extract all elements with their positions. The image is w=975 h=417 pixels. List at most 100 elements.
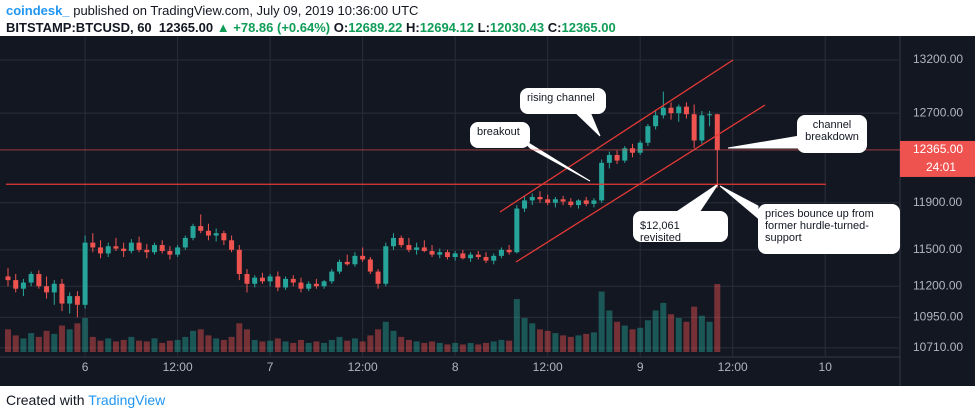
volume-bar: [691, 306, 698, 352]
candle-body: [390, 237, 396, 247]
volume-bar: [552, 333, 559, 352]
x-tick-label: 7: [267, 360, 274, 374]
volume-bar: [236, 323, 243, 352]
volume-bar: [97, 340, 104, 352]
volume-bar: [644, 320, 651, 352]
candle-body: [414, 247, 420, 250]
volume-bar: [675, 318, 682, 352]
footer: Created with TradingView: [6, 392, 165, 408]
volume-bar: [498, 339, 505, 352]
candle-body: [44, 286, 50, 293]
volume-bar: [544, 330, 551, 352]
y-tick-label: 12700.00: [913, 105, 963, 119]
y-tick-label: 11900.00: [913, 195, 962, 209]
volume-bar: [614, 321, 621, 352]
candle-body: [337, 261, 343, 272]
candle-body: [13, 280, 19, 289]
candle-body: [367, 259, 373, 272]
candle-body: [298, 282, 304, 289]
ohlc-value: 12689.22: [348, 20, 403, 35]
candle-body: [136, 242, 142, 250]
volume-bar: [706, 321, 713, 352]
published: published on TradingView.com, July 09, 2…: [73, 3, 419, 18]
candle-body: [5, 276, 11, 281]
candle-body: [545, 199, 551, 203]
volume-bar: [58, 325, 65, 352]
volume-bar: [475, 344, 482, 352]
candle-body: [514, 208, 520, 253]
volume-bar: [506, 340, 513, 352]
volume-bar: [714, 284, 721, 352]
volume-bar: [606, 310, 613, 352]
candle-body: [560, 199, 566, 202]
candle-body: [421, 247, 427, 252]
ohlc-label: H:: [406, 20, 420, 35]
volume-bar: [521, 318, 528, 352]
candle-body: [591, 200, 597, 204]
candle-body: [683, 106, 689, 115]
candle-body: [444, 252, 450, 258]
x-tick-label: 12:00: [718, 360, 748, 374]
volume-bar: [313, 341, 320, 352]
ohlc-label: O:: [333, 20, 349, 35]
candle-body: [105, 246, 111, 254]
arrow: ▲: [216, 20, 230, 35]
candle-body: [475, 254, 481, 258]
candle-body: [267, 276, 273, 282]
volume: [5, 284, 721, 352]
volume-bar: [436, 342, 443, 352]
candle-body: [529, 196, 535, 201]
volume-bar: [421, 342, 428, 352]
x-tick-label: 8: [452, 360, 459, 374]
candle-body: [429, 251, 435, 255]
change: +78.86 (+0.64%): [233, 20, 331, 35]
candle-body: [360, 255, 366, 260]
candle-body: [637, 142, 643, 153]
volume-bar: [452, 342, 459, 352]
volume-bar: [166, 340, 173, 352]
candle-body: [59, 283, 65, 304]
volume-bar: [213, 338, 220, 352]
candle-body: [313, 283, 319, 287]
x-tick-label: 12:00: [533, 360, 563, 374]
volume-bar: [220, 339, 227, 352]
candle-body: [329, 271, 335, 282]
y-tick-label: 13200.00: [913, 52, 963, 66]
callout: breakout: [470, 122, 530, 148]
candle-body: [653, 115, 659, 127]
volume-bar: [12, 335, 19, 352]
volume-bar: [336, 336, 343, 352]
candle-body: [90, 242, 96, 248]
symbol: BITSTAMP:BTCUSD, 60: [6, 20, 152, 35]
volume-bar: [575, 335, 582, 352]
volume-bar: [82, 318, 89, 352]
volume-bar: [290, 342, 297, 352]
volume-bar: [413, 341, 420, 352]
volume-bar: [282, 341, 289, 352]
volume-bar: [698, 315, 705, 352]
volume-bar: [660, 302, 667, 352]
candle-body: [205, 230, 211, 236]
candle-body: [468, 254, 474, 259]
volume-bar: [51, 333, 58, 352]
candle-body: [290, 278, 296, 283]
volume-bar: [382, 321, 389, 352]
candle-body: [213, 233, 219, 236]
volume-bar: [267, 340, 274, 352]
volume-bar: [251, 339, 258, 352]
candle-body: [82, 242, 88, 305]
candle-body: [352, 255, 358, 265]
candle-body: [198, 226, 204, 231]
channel-upper: [499, 59, 734, 213]
volume-bar: [405, 339, 412, 352]
x-tick-label: 9: [637, 360, 644, 374]
candle-body: [568, 201, 574, 206]
volume-bar: [567, 336, 574, 352]
price-label-bg: [900, 140, 975, 177]
volume-bar: [536, 329, 543, 352]
volume-bar: [190, 330, 197, 352]
candle-body: [614, 154, 620, 161]
ohlc-value: 12365.00: [561, 20, 616, 35]
candle-body: [175, 247, 181, 255]
